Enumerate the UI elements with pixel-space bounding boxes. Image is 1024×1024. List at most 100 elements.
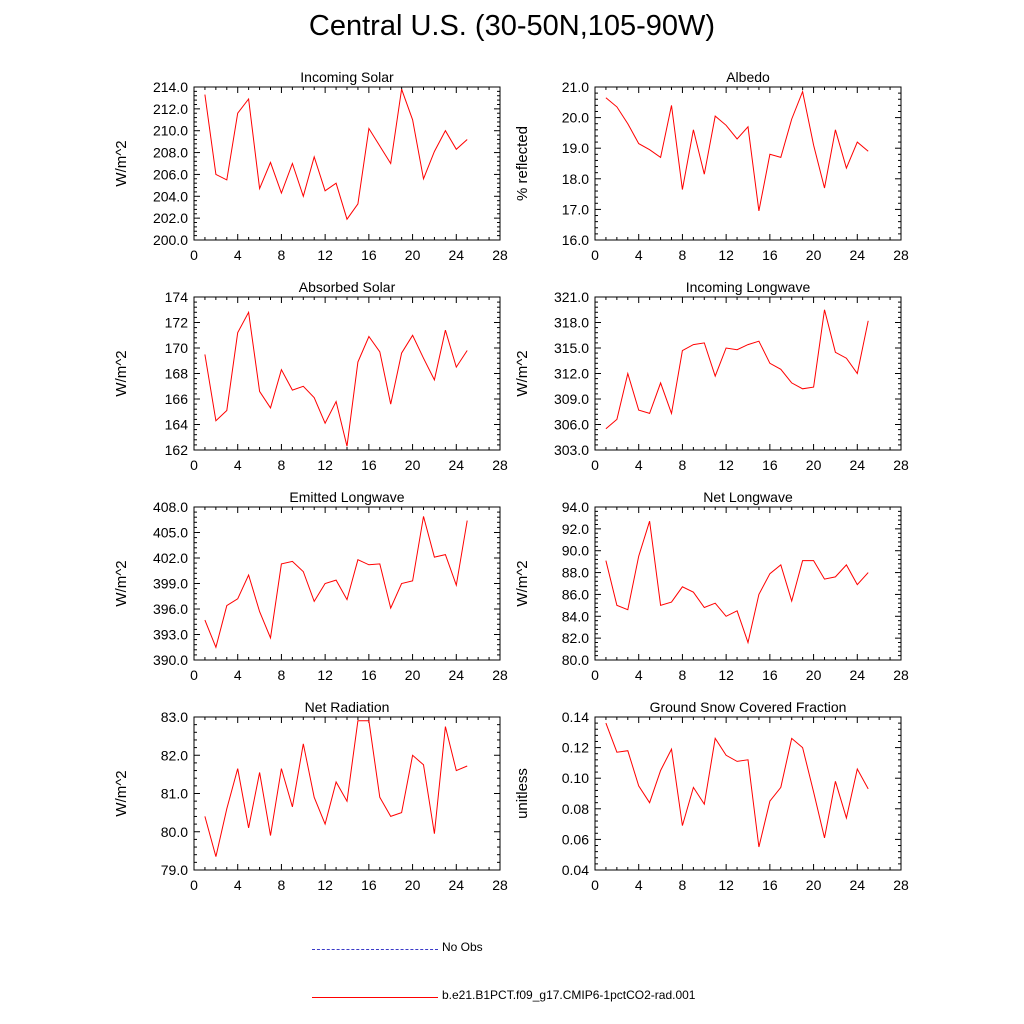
x-tick-label: 16 (361, 877, 377, 893)
x-tick-label: 8 (679, 247, 687, 263)
plot-frame (193, 296, 501, 451)
y-tick-label: 83.0 (161, 709, 188, 725)
y-tick-label: 90.0 (562, 543, 589, 559)
y-tick-label: 208.0 (153, 145, 188, 161)
y-tick-label: 0.04 (562, 862, 589, 878)
x-tick-label: 0 (591, 667, 599, 683)
y-tick-label: 84.0 (562, 608, 589, 624)
y-tick-label: 16.0 (562, 232, 589, 248)
x-tick-label: 20 (806, 667, 822, 683)
x-tick-label: 20 (405, 457, 421, 473)
x-tick-label: 24 (448, 247, 464, 263)
y-tick-label: 80.0 (161, 824, 188, 840)
y-tick-label: 18.0 (562, 171, 589, 187)
y-tick-label: 20.0 (562, 110, 589, 126)
x-tick-label: 28 (492, 667, 508, 683)
x-tick-label: 12 (718, 247, 734, 263)
x-tick-label: 0 (591, 877, 599, 893)
chart-panel: Ground Snow Covered Fraction unitless 0 4 8 1… (514, 699, 909, 893)
x-tick-label: 28 (893, 457, 909, 473)
legend-swatch-model (312, 997, 438, 998)
y-tick-label: 164 (165, 417, 189, 433)
x-tick-label: 0 (591, 457, 599, 473)
x-tick-label: 0 (591, 247, 599, 263)
y-tick-label: 303.0 (554, 442, 589, 458)
x-tick-label: 24 (849, 667, 865, 683)
x-tick-label: 0 (190, 247, 198, 263)
y-tick-label: 402.0 (153, 550, 188, 566)
panel-title: Incoming Longwave (686, 279, 811, 295)
y-tick-label: 162 (165, 442, 189, 458)
plot-frame (594, 296, 902, 451)
x-tick-label: 28 (492, 247, 508, 263)
y-tick-label: 206.0 (153, 166, 188, 182)
y-tick-label: 79.0 (161, 862, 188, 878)
y-tick-label: 92.0 (562, 521, 589, 537)
x-tick-label: 20 (806, 247, 822, 263)
x-tick-label: 12 (317, 457, 333, 473)
x-tick-label: 8 (278, 457, 286, 473)
y-axis-label: W/m^2 (113, 560, 130, 606)
y-tick-label: 212.0 (153, 101, 188, 117)
series-line (204, 89, 468, 221)
x-tick-label: 20 (405, 667, 421, 683)
x-tick-label: 4 (635, 877, 643, 893)
plot-frame (594, 506, 902, 661)
x-tick-label: 20 (806, 877, 822, 893)
y-tick-label: 399.0 (153, 576, 188, 592)
y-tick-label: 0.06 (562, 831, 589, 847)
chart-panel: Incoming Longwave W/m^2 0 4 8 12 16 20 24 28 303.0… (514, 279, 909, 473)
y-axis-label: % reflected (514, 126, 531, 201)
y-tick-label: 86.0 (562, 586, 589, 602)
panel-title: Incoming Solar (300, 69, 394, 85)
y-tick-label: 0.14 (562, 709, 589, 725)
x-tick-label: 8 (278, 877, 286, 893)
x-tick-label: 8 (679, 667, 687, 683)
x-tick-label: 4 (635, 457, 643, 473)
x-tick-label: 28 (492, 457, 508, 473)
x-tick-label: 28 (893, 667, 909, 683)
series-line (605, 521, 869, 645)
y-tick-label: 408.0 (153, 499, 188, 515)
x-tick-label: 12 (718, 457, 734, 473)
y-tick-label: 405.0 (153, 525, 188, 541)
series-line (204, 516, 468, 649)
y-axis-label: unitless (514, 768, 531, 819)
x-tick-label: 28 (893, 247, 909, 263)
panel-title: Net Longwave (703, 489, 793, 505)
x-tick-label: 16 (762, 457, 778, 473)
plot-frame (193, 506, 501, 661)
series-line (605, 309, 869, 430)
x-tick-label: 4 (234, 457, 242, 473)
y-tick-label: 81.0 (161, 786, 188, 802)
y-tick-label: 82.0 (161, 747, 188, 763)
chart-panel: Net Longwave W/m^2 0 4 8 12 16 20 24 28 80.0 82.0 84… (514, 489, 909, 683)
y-axis-label: W/m^2 (514, 350, 531, 396)
legend-swatch-obs (312, 949, 438, 950)
x-tick-label: 4 (234, 877, 242, 893)
y-tick-label: 170 (165, 340, 189, 356)
y-tick-label: 82.0 (562, 630, 589, 646)
chart-panel: Net Radiation W/m^2 0 4 8 12 16 20 24 28 79.0 80.0 8… (113, 699, 508, 893)
x-tick-label: 12 (718, 877, 734, 893)
x-tick-label: 28 (893, 877, 909, 893)
x-tick-label: 24 (849, 877, 865, 893)
y-tick-label: 94.0 (562, 499, 589, 515)
x-tick-label: 24 (849, 457, 865, 473)
x-tick-label: 4 (635, 247, 643, 263)
chart-panel: Incoming Solar W/m^2 0 4 8 12 16 20 24 28 200.0 202… (113, 69, 508, 263)
y-tick-label: 0.08 (562, 801, 589, 817)
x-tick-label: 24 (448, 667, 464, 683)
x-tick-label: 16 (762, 877, 778, 893)
y-tick-label: 168 (165, 366, 189, 382)
x-tick-label: 12 (317, 247, 333, 263)
x-tick-label: 8 (278, 247, 286, 263)
chart-panel: Absorbed Solar W/m^2 0 4 8 12 16 20 24 28 162 164 16… (113, 279, 508, 473)
plot-frame (594, 86, 902, 241)
x-tick-label: 24 (448, 457, 464, 473)
y-tick-label: 0.10 (562, 770, 589, 786)
x-tick-label: 0 (190, 877, 198, 893)
y-tick-label: 214.0 (153, 79, 188, 95)
y-axis-label: W/m^2 (113, 770, 130, 816)
x-tick-label: 24 (448, 877, 464, 893)
